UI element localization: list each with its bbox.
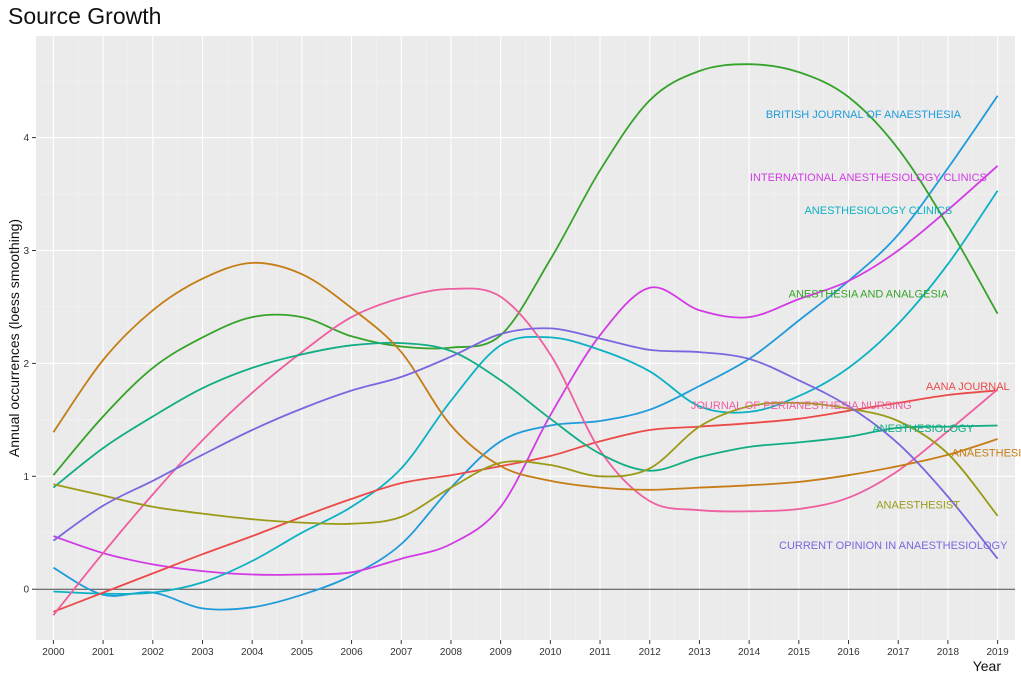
x-tick-label: 2011 xyxy=(589,647,611,658)
series-label-anesthesiology: ANESTHESIOLOGY xyxy=(872,423,974,435)
x-tick-label: 2017 xyxy=(887,647,910,658)
x-tick-label: 2007 xyxy=(390,647,413,658)
x-tick-label: 2003 xyxy=(191,647,214,658)
y-tick-label: 2 xyxy=(23,359,29,370)
series-line-international-anesthesiology-clinics xyxy=(53,165,999,576)
series-label-anaesthesist: ANAESTHESIST xyxy=(876,500,960,512)
x-tick-label: 2008 xyxy=(440,647,463,658)
x-axis-label: Year xyxy=(973,658,1002,674)
y-tick-label: 4 xyxy=(23,133,29,144)
series-label-anesthesia-and-analgesia: ANESTHESIA AND ANALGESIA xyxy=(789,288,949,300)
series-line-british-journal-of-anaesthesia xyxy=(52,95,999,611)
series-label-international-anesthesiology-clinics: INTERNATIONAL ANESTHESIOLOGY CLINICS xyxy=(750,172,987,184)
y-tick-label: 1 xyxy=(23,472,29,483)
series-line-journal-of-perianesthesia-nursing xyxy=(52,287,999,616)
series-line-anesthesia-and-analgesia xyxy=(52,63,999,476)
series-label-british-journal-of-anaesthesia: BRITISH JOURNAL OF ANAESTHESIA xyxy=(766,109,962,121)
x-tick-label: 2016 xyxy=(837,647,860,658)
x-tick-label: 2004 xyxy=(241,647,264,658)
series-labels: BRITISH JOURNAL OF ANAESTHESIA INTERNATIO… xyxy=(691,109,1021,552)
x-tick-label: 2014 xyxy=(738,647,761,658)
y-axis-label: Annual occurrences (loess smoothing) xyxy=(6,219,22,457)
x-tick-label: 2000 xyxy=(42,647,65,658)
x-tick-label: 2018 xyxy=(937,647,960,658)
x-tick-label: 2009 xyxy=(490,647,513,658)
series-line-anaesthesist xyxy=(53,401,999,525)
x-tick-label: 2019 xyxy=(986,647,1009,658)
series-label-journal-of-perianesthesia-nursing: JOURNAL OF PERIANESTHESIA NURSING xyxy=(691,400,912,412)
x-tick-label: 2012 xyxy=(639,647,662,658)
x-tick-label: 2013 xyxy=(688,647,711,658)
series-label-anesthesiology-clinics: ANESTHESIOLOGY CLINICS xyxy=(804,205,952,217)
x-tick-label: 2006 xyxy=(340,647,363,658)
x-tick-label: 2005 xyxy=(291,647,314,658)
grid-minor xyxy=(36,36,1015,640)
y-tick-label: 3 xyxy=(23,246,29,257)
y-tick-label: 0 xyxy=(23,585,29,596)
series-line-anesthesiology-clinics xyxy=(53,190,999,595)
series-lines xyxy=(52,63,999,616)
series-label-current-opinion-in-anaesthesiology: CURRENT OPINION IN ANAESTHESIOLOGY xyxy=(779,540,1008,552)
series-label-anaesthesia: ANAESTHESIA xyxy=(952,448,1021,460)
x-tick-label: 2015 xyxy=(788,647,811,658)
x-axis: 2000 2001 2002 2003 2004 2005 2006 2007 2008 2009… xyxy=(42,640,1009,658)
series-line-anesthesiology xyxy=(52,341,998,489)
chart-title: Source Growth xyxy=(8,3,162,29)
series-label-aana-journal: AANA JOURNAL xyxy=(926,381,1010,393)
series-line-current-opinion-in-anaesthesiology xyxy=(52,327,999,560)
x-tick-label: 2002 xyxy=(142,647,165,658)
y-axis: 0 1 2 3 4 xyxy=(23,133,36,596)
series-line-anaesthesia xyxy=(52,261,998,491)
x-tick-label: 2001 xyxy=(92,647,115,658)
x-tick-label: 2010 xyxy=(539,647,562,658)
